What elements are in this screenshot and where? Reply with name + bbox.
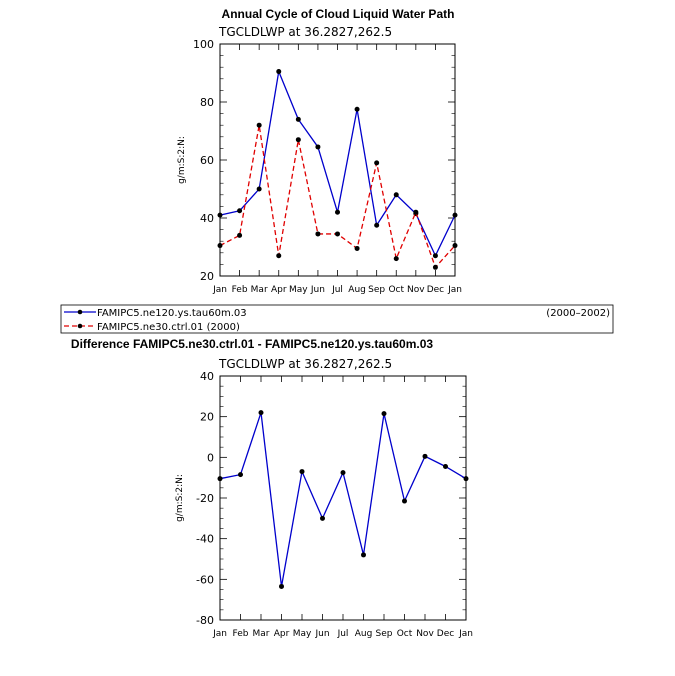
top-xtick-label: Oct	[388, 285, 404, 295]
top-series-line-1	[219, 125, 456, 269]
top-series-point-0	[237, 208, 243, 214]
bottom-ytick-label: 40	[200, 370, 214, 383]
top-xtick-label: Nov	[407, 285, 425, 295]
top-series-point-1	[295, 137, 301, 143]
top-ytick-label: 40	[200, 212, 214, 225]
top-series-point-0	[452, 212, 458, 218]
top-xtick-label: Aug	[348, 285, 366, 295]
legend-marker-ne120	[77, 309, 83, 315]
bottom-series-point-0	[320, 515, 325, 521]
bottom-xtick-label: Sep	[376, 629, 393, 639]
bottom-series-point-0	[443, 463, 448, 469]
top-chart-subtitle: TGCLDLWP at 36.2827,262.5	[218, 25, 392, 39]
legend-label-ne30: FAMIPC5.ne30.ctrl.01 (2000)	[97, 322, 240, 333]
bottom-series-point-0	[402, 498, 407, 504]
top-series-point-1	[237, 232, 243, 238]
bottom-xtick-label: Apr	[274, 629, 290, 639]
top-ytick-label: 80	[200, 96, 214, 109]
bottom-series-point-0	[463, 476, 469, 482]
top-series-line-0	[219, 69, 456, 258]
top-series-point-1	[217, 243, 223, 249]
bottom-series-point-0	[299, 469, 305, 475]
top-chart-ylabel: g/m:S:2:N:	[177, 136, 187, 184]
top-series-point-1	[393, 256, 399, 262]
top-series-point-0	[295, 116, 301, 122]
bottom-ytick-label: -20	[196, 492, 214, 505]
top-xtick-label: Jun	[310, 285, 325, 295]
top-series-point-1	[335, 231, 340, 237]
top-series-point-1	[374, 160, 380, 166]
top-chart-title: Annual Cycle of Cloud Liquid Water Path	[222, 7, 455, 21]
legend-label-ne120: FAMIPC5.ne120.ys.tau60m.03	[97, 308, 247, 319]
legend-years-ne120: (2000–2002)	[546, 308, 610, 319]
bottom-chart-title: Difference FAMIPC5.ne30.ctrl.01 - FAMIPC…	[71, 337, 433, 351]
top-xtick-label: Jul	[331, 285, 343, 295]
top-xtick-label: Dec	[427, 285, 444, 295]
top-series-point-1	[315, 231, 321, 237]
top-series-point-1	[452, 243, 458, 249]
top-ytick-label: 60	[200, 154, 214, 167]
top-series-point-0	[393, 192, 399, 198]
bottom-xtick-label: Mar	[253, 629, 270, 639]
top-series-point-0	[374, 222, 380, 228]
top-series-point-0	[276, 69, 282, 75]
top-series-point-0	[354, 106, 360, 112]
top-series-point-1	[354, 245, 360, 251]
bottom-chart: Difference FAMIPC5.ne30.ctrl.01 - FAMIPC…	[71, 337, 473, 639]
top-series-point-1	[413, 209, 419, 215]
top-series-point-0	[432, 253, 438, 259]
top-xtick-label: Jan	[447, 285, 462, 295]
bottom-series-point-0	[361, 552, 366, 558]
top-series-point-0	[217, 212, 223, 218]
bottom-series-point-0	[258, 410, 264, 416]
legend-marker-ne30	[77, 323, 83, 329]
bottom-series-point-0	[340, 470, 346, 476]
bottom-ytick-label: 0	[207, 451, 214, 464]
bottom-xtick-label: Dec	[437, 629, 454, 639]
bottom-series-point-0	[422, 453, 428, 459]
top-series-point-1	[276, 253, 282, 259]
bottom-series-point-0	[381, 411, 387, 417]
bottom-ytick-label: -40	[196, 533, 214, 546]
top-xtick-label: Sep	[368, 285, 385, 295]
top-chart: Annual Cycle of Cloud Liquid Water Path …	[177, 7, 462, 295]
top-ytick-label: 20	[200, 270, 214, 283]
bottom-series-point-0	[279, 583, 284, 589]
bottom-xtick-label: May	[293, 629, 312, 639]
bottom-chart-ylabel: g/m:S:2:N:	[175, 474, 185, 522]
top-series-point-0	[256, 186, 262, 192]
bottom-xtick-label: Feb	[233, 629, 249, 639]
legend: FAMIPC5.ne120.ys.tau60m.03 (2000–2002) F…	[60, 304, 614, 334]
top-series-point-1	[432, 264, 438, 270]
top-series-point-1	[256, 122, 262, 128]
bottom-ytick-label: -60	[196, 573, 214, 586]
bottom-xtick-label: Jan	[212, 629, 227, 639]
bottom-plot-frame	[219, 375, 467, 621]
bottom-ytick-label: -80	[196, 614, 214, 627]
bottom-chart-subtitle: TGCLDLWP at 36.2827,262.5	[218, 357, 392, 371]
top-xtick-label: May	[289, 285, 308, 295]
top-ytick-label: 100	[193, 38, 214, 51]
bottom-xtick-label: Jan	[458, 629, 473, 639]
bottom-series-point-0	[238, 472, 243, 478]
top-xtick-label: Apr	[271, 285, 287, 295]
bottom-xtick-label: Nov	[416, 629, 434, 639]
bottom-xtick-label: Oct	[397, 629, 413, 639]
top-xtick-label: Jan	[212, 285, 227, 295]
bottom-xtick-label: Jul	[337, 629, 349, 639]
bottom-xtick-label: Aug	[355, 629, 373, 639]
bottom-series-line-0	[219, 412, 467, 587]
top-xtick-label: Feb	[232, 285, 248, 295]
top-xtick-label: Mar	[251, 285, 268, 295]
top-plot-frame	[219, 43, 456, 277]
top-series-point-0	[335, 209, 340, 215]
top-series-point-0	[315, 144, 321, 150]
bottom-series-point-0	[217, 476, 223, 482]
bottom-xtick-label: Jun	[314, 629, 329, 639]
bottom-ytick-label: 20	[200, 411, 214, 424]
legend-box	[60, 304, 614, 334]
